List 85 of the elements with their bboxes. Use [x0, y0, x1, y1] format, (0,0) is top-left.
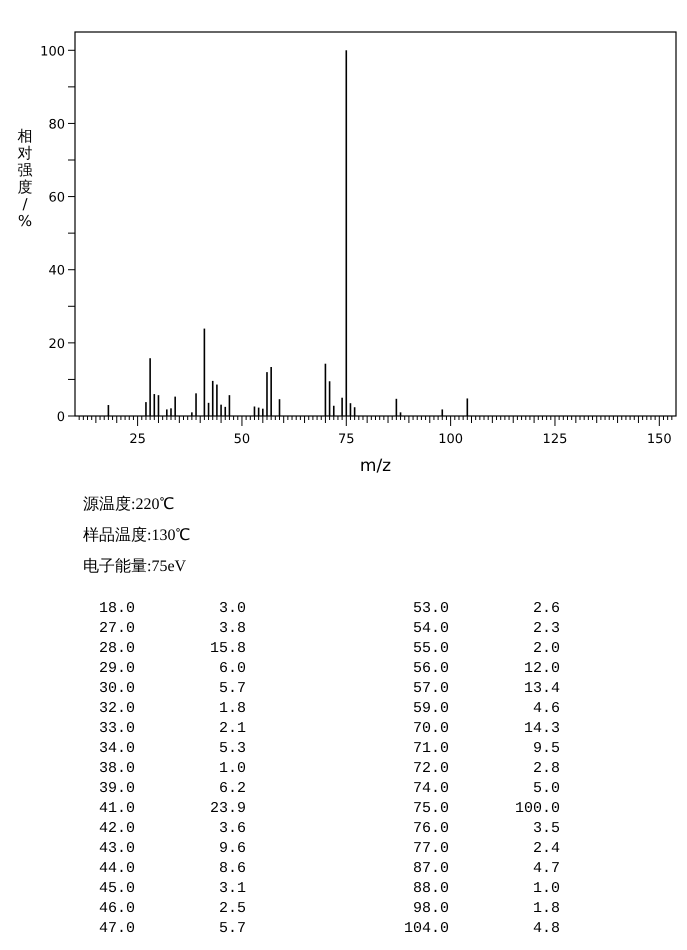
data-label: 6.2 — [218, 780, 246, 797]
data-label: 9.6 — [218, 840, 246, 857]
data-label: 2.3 — [532, 620, 560, 637]
category-label: 44.0 — [98, 860, 135, 877]
category-label: 34.0 — [98, 740, 135, 757]
y-tick-label: 100 — [40, 44, 65, 60]
category-label: 87.0 — [412, 860, 449, 877]
data-label: 100.0 — [514, 800, 560, 817]
category-label: 38.0 — [98, 760, 135, 777]
text: 样品温度:130℃ — [83, 526, 190, 546]
category-label: 28.0 — [98, 640, 135, 657]
data-label: 3.6 — [218, 820, 246, 837]
data-label: 15.8 — [210, 640, 246, 657]
data-label: 12.0 — [524, 660, 560, 677]
category-label: 29.0 — [98, 660, 135, 677]
text: 源温度:220℃ — [83, 494, 174, 515]
text: 电子能量:75eV — [83, 556, 186, 577]
data-label: 23.9 — [210, 800, 246, 817]
x-tick-label: 25 — [129, 432, 146, 447]
category-label: 75.0 — [412, 800, 449, 817]
data-label: 5.7 — [218, 920, 246, 937]
category-label: 57.0 — [412, 680, 449, 697]
category-label: 104.0 — [404, 920, 449, 937]
category-label: 76.0 — [412, 820, 449, 837]
category-label: 39.0 — [98, 780, 135, 797]
category-label: 56.0 — [412, 660, 449, 677]
y-tick-label: 0 — [56, 410, 65, 425]
category-label: 18.0 — [98, 600, 135, 617]
data-label: 3.8 — [218, 620, 246, 637]
category-label: 72.0 — [412, 760, 449, 777]
category-label: 53.0 — [412, 600, 449, 617]
data-label: 2.6 — [532, 600, 560, 617]
y-tick-label: 40 — [48, 264, 65, 279]
category-label: 45.0 — [98, 880, 135, 897]
y-tick-label: 60 — [48, 190, 65, 206]
data-label: 4.7 — [532, 860, 560, 877]
y-tick-label: 80 — [48, 117, 65, 132]
data-label: 6.0 — [218, 660, 246, 677]
category-label: 32.0 — [98, 700, 135, 717]
category-label: 27.0 — [98, 620, 135, 637]
data-label: 4.8 — [532, 920, 560, 937]
data-label: 1.8 — [218, 700, 246, 717]
data-label: 3.5 — [532, 820, 560, 837]
data-label: 8.6 — [218, 860, 246, 877]
x-axis-title: m/z — [360, 456, 392, 476]
category-label: 33.0 — [98, 720, 135, 737]
y-axis-title: 相对强度/% — [17, 127, 33, 230]
category-label: 54.0 — [412, 620, 449, 637]
data-label: 2.5 — [218, 900, 246, 917]
data-label: 3.0 — [218, 600, 246, 617]
data-label: 2.0 — [532, 640, 560, 657]
data-label: 1.0 — [218, 760, 246, 777]
x-tick-label: 125 — [542, 432, 568, 447]
y-tick-label: 20 — [48, 336, 65, 352]
data-label: 2.4 — [532, 840, 560, 857]
x-tick-label: 75 — [338, 432, 355, 447]
category-label: 88.0 — [412, 880, 449, 897]
x-tick-label: 100 — [438, 432, 464, 447]
data-label: 14.3 — [524, 720, 560, 737]
category-label: 43.0 — [98, 840, 135, 857]
category-label: 71.0 — [412, 740, 449, 757]
data-label: 1.0 — [532, 880, 560, 897]
data-label: 13.4 — [524, 680, 560, 697]
category-label: 70.0 — [412, 720, 449, 737]
data-label: 4.6 — [532, 700, 560, 717]
category-label: 55.0 — [412, 640, 449, 657]
data-label: 1.8 — [532, 900, 560, 917]
data-label: 9.5 — [532, 740, 560, 757]
data-label: 3.1 — [218, 880, 246, 897]
data-label: 2.1 — [218, 720, 246, 737]
category-label: 98.0 — [412, 900, 449, 917]
x-tick-label: 50 — [234, 432, 250, 447]
data-label: 5.3 — [218, 740, 246, 757]
data-label: 5.0 — [532, 780, 560, 797]
category-label: 41.0 — [98, 800, 135, 817]
x-tick-label: 150 — [646, 432, 672, 447]
category-label: 47.0 — [98, 920, 135, 937]
data-label: 5.7 — [218, 680, 246, 697]
data-label: 2.8 — [532, 760, 560, 777]
category-label: 59.0 — [412, 700, 449, 717]
category-label: 30.0 — [98, 680, 135, 697]
category-label: 42.0 — [98, 820, 135, 837]
category-label: 74.0 — [412, 780, 449, 797]
category-label: 77.0 — [412, 840, 449, 857]
category-label: 46.0 — [98, 900, 135, 917]
